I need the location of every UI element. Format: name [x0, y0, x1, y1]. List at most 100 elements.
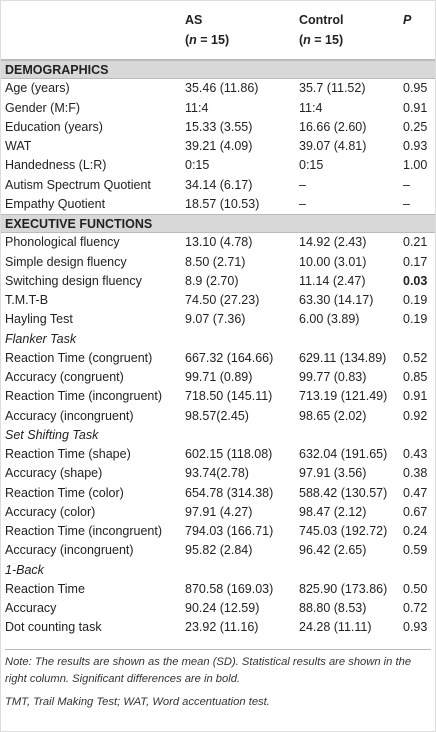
- section-row: EXECUTIVE FUNCTIONS: [1, 214, 435, 234]
- column-title: Control: [299, 13, 344, 27]
- cell: 96.42 (2.65): [299, 543, 367, 558]
- cell: 0.17: [403, 254, 428, 269]
- cell: 8.9 (2.70): [185, 273, 239, 288]
- cell: 0.91: [403, 389, 428, 404]
- data-row: Reaction Time (shape) 602.15 (118.08) 632.…: [1, 445, 435, 464]
- cell: Reaction Time (color): [5, 485, 124, 500]
- data-row: Accuracy (shape) 93.74(2.78) 97.91 (3.56) 0…: [1, 464, 435, 483]
- cell: –: [403, 196, 410, 211]
- data-row: Phonological fluency 13.10 (4.78) 14.92 (2…: [1, 233, 435, 252]
- data-row: Reaction Time (congruent) 667.32 (164.66)…: [1, 349, 435, 368]
- cell: Accuracy (congruent): [5, 370, 124, 384]
- cell: 667.32 (164.66): [185, 350, 274, 365]
- data-row: Handedness (L:R) 0:15 0:15 1.00: [1, 156, 435, 175]
- data-row: Age (years) 35.46 (11.86) 35.7 (11.52) 0.95: [1, 79, 435, 98]
- cell: Reaction Time: [5, 581, 85, 596]
- cell: 10.00 (3.01): [299, 254, 367, 269]
- data-row: Accuracy 90.24 (12.59) 88.80 (8.53) 0.72: [1, 599, 435, 618]
- subheading: Set Shifting Task: [5, 427, 99, 442]
- cell: 0.95: [403, 81, 428, 96]
- cell: 63.30 (14.17): [299, 293, 374, 307]
- table-header: AS (n = 15) Control (n = 15) P: [1, 1, 435, 60]
- cell: 24.28 (11.11): [299, 620, 372, 635]
- data-row: Switching design fluency 8.9 (2.70) 11.14 …: [1, 272, 435, 291]
- data-row: Reaction Time 870.58 (169.03) 825.90 (173.…: [1, 580, 435, 599]
- cell: 97.91 (4.27): [185, 504, 253, 519]
- cell: Reaction Time (congruent): [5, 350, 153, 365]
- cell: Accuracy (color): [5, 504, 96, 519]
- cell: 23.92 (11.16): [185, 620, 259, 635]
- cell: 95.82 (2.84): [185, 543, 253, 558]
- cell: WAT: [5, 139, 32, 153]
- cell: 718.50 (145.11): [185, 389, 273, 404]
- cell: 0.93: [403, 139, 428, 153]
- cell: Hayling Test: [5, 312, 73, 327]
- cell: 93.74(2.78): [185, 466, 249, 481]
- data-row: WAT 39.21 (4.09) 39.07 (4.81) 0.93: [1, 137, 435, 156]
- data-row: Simple design fluency 8.50 (2.71) 10.00 (3…: [1, 253, 435, 272]
- cell: 0.72: [403, 601, 428, 615]
- subheading-row: Set Shifting Task: [1, 426, 435, 445]
- section-title: EXECUTIVE FUNCTIONS: [5, 217, 153, 231]
- cell: 16.66 (2.60): [299, 119, 367, 134]
- cell: 0.52: [403, 350, 428, 365]
- cell: 14.92 (2.43): [299, 235, 367, 250]
- cell: 0.67: [403, 504, 428, 519]
- cell: 0.59: [403, 543, 428, 558]
- cell: Education (years): [5, 119, 103, 134]
- cell: 9.07 (7.36): [185, 312, 246, 327]
- data-row: T.M.T-B 74.50 (27.23) 63.30 (14.17) 0.19: [1, 291, 435, 310]
- cell: Accuracy (incongruent): [5, 408, 134, 423]
- subheading: Flanker Task: [5, 331, 77, 346]
- cell: 0.21: [403, 235, 428, 250]
- cell: 0:15: [185, 158, 210, 173]
- column-header: AS (n = 15): [185, 10, 229, 50]
- cell: 11.14 (2.47): [299, 273, 366, 288]
- cell: Gender (M:F): [5, 100, 81, 115]
- cell: Phonological fluency: [5, 235, 120, 250]
- column-title: AS: [185, 13, 203, 27]
- cell: 713.19 (121.49): [299, 389, 388, 404]
- cell: Empathy Quotient: [5, 196, 106, 211]
- subheading-row: 1-Back: [1, 561, 435, 580]
- cell: 39.21 (4.09): [185, 139, 253, 153]
- cell: 39.07 (4.81): [299, 139, 367, 153]
- cell: 0.93: [403, 620, 428, 635]
- cell: 35.7 (11.52): [299, 81, 366, 96]
- cell: 602.15 (118.08): [185, 447, 273, 461]
- cell: 99.77 (0.83): [299, 370, 367, 384]
- data-row: Reaction Time (incongruent) 718.50 (145.1…: [1, 387, 435, 406]
- cell: 0.38: [403, 466, 428, 481]
- cell: 98.65 (2.02): [299, 408, 367, 423]
- cell: 8.50 (2.71): [185, 254, 246, 269]
- data-row: Education (years) 15.33 (3.55) 16.66 (2.60…: [1, 118, 435, 137]
- cell: –: [299, 177, 306, 192]
- cell: 0.85: [403, 370, 428, 384]
- cell: 6.00 (3.89): [299, 312, 360, 327]
- cell: 13.10 (4.78): [185, 235, 253, 250]
- cell: Age (years): [5, 81, 70, 96]
- note: TMT, Trail Making Test; WAT, Word accent…: [5, 696, 270, 708]
- subtitle-part: = 15): [310, 33, 344, 47]
- cell: Switching design fluency: [5, 273, 142, 288]
- cell: 15.33 (3.55): [185, 119, 253, 134]
- data-row: Autism Spectrum Quotient 34.14 (6.17) – –: [1, 176, 435, 195]
- cell: Reaction Time (shape): [5, 447, 131, 461]
- cell: 74.50 (27.23): [185, 293, 260, 307]
- section-row: DEMOGRAPHICS: [1, 60, 435, 80]
- note: Note: The results are shown as the mean …: [5, 656, 412, 685]
- cell: 0:15: [299, 158, 324, 173]
- cell: 98.47 (2.12): [299, 504, 367, 519]
- cell: 632.04 (191.65): [299, 447, 388, 461]
- cell: –: [403, 177, 410, 192]
- subtitle-part: (: [299, 33, 304, 47]
- cell: 90.24 (12.59): [185, 601, 260, 615]
- cell: 88.80 (8.53): [299, 601, 367, 615]
- data-row: Accuracy (incongruent) 95.82 (2.84) 96.42 …: [1, 541, 435, 560]
- cell: Handedness (L:R): [5, 158, 107, 173]
- table-body: DEMOGRAPHICS Age (years) 35.46 (11.86) 35.7…: [1, 60, 435, 638]
- cell: 0.91: [403, 100, 428, 115]
- cell: –: [299, 196, 306, 211]
- cell: T.M.T-B: [5, 293, 49, 307]
